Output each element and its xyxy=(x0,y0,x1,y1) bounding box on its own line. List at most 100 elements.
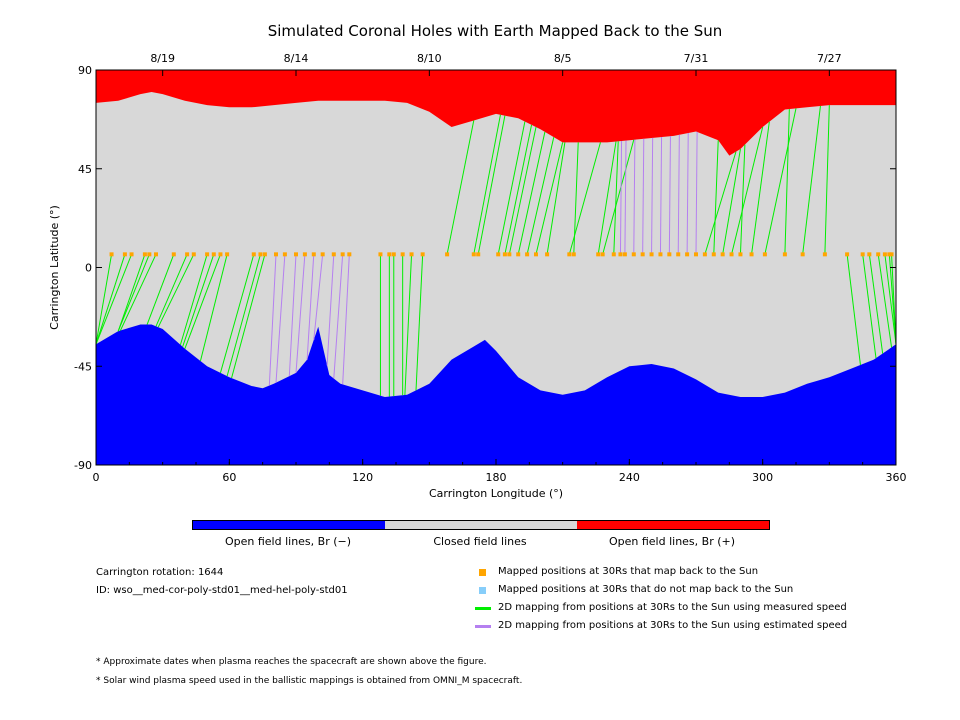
mapping-line xyxy=(333,254,344,379)
mapping-line xyxy=(722,148,741,255)
mapped-point xyxy=(302,252,307,257)
x-tick-label: 120 xyxy=(352,471,373,484)
colorbar-label-closed: Closed field lines xyxy=(433,535,527,548)
mapping-line xyxy=(95,254,133,345)
date-tick-label: 7/31 xyxy=(684,52,709,65)
mapping-line xyxy=(526,137,555,255)
y-tick-label: -90 xyxy=(74,459,92,472)
mapped-point xyxy=(311,252,316,257)
mapping-line xyxy=(226,254,261,377)
y-tick-label: -45 xyxy=(74,360,92,373)
mapped-point xyxy=(749,252,754,257)
mapped-point xyxy=(762,252,767,257)
mapped-point xyxy=(331,252,336,257)
date-tick-label: 8/10 xyxy=(417,52,442,65)
mapping-line xyxy=(95,254,126,345)
mapped-point xyxy=(622,252,627,257)
mapped-point xyxy=(320,252,325,257)
x-tick-label: 360 xyxy=(886,471,907,484)
colorbar-label-negative: Open field lines, Br (−) xyxy=(224,535,352,548)
mapping-line xyxy=(704,151,737,255)
mapping-line xyxy=(199,254,228,362)
mapping-line xyxy=(613,141,619,255)
mapping-line xyxy=(713,140,719,255)
mapped-point xyxy=(211,252,216,257)
mapping-line xyxy=(155,254,188,327)
mapped-point xyxy=(502,252,507,257)
mapping-line xyxy=(184,254,221,349)
mapped-point xyxy=(122,252,127,257)
mapping-line xyxy=(182,254,215,347)
mapped-point xyxy=(251,252,256,257)
mapped-point xyxy=(205,252,210,257)
mapped-point xyxy=(867,252,872,257)
mapping-line xyxy=(473,114,501,255)
mapping-line xyxy=(884,254,897,345)
mapped-point xyxy=(476,252,481,257)
mapped-point xyxy=(391,252,396,257)
mapped-point xyxy=(507,252,512,257)
y-tick-label: 0 xyxy=(85,262,92,275)
mapping-line xyxy=(802,105,821,255)
x-tick-label: 240 xyxy=(619,471,640,484)
x-tick-label: 180 xyxy=(486,471,507,484)
mapping-line xyxy=(219,254,255,373)
colorbar-closed xyxy=(385,521,577,529)
mapped-point xyxy=(274,252,278,257)
mapping-line xyxy=(546,142,566,255)
mapped-point xyxy=(631,252,636,257)
mapping-line xyxy=(535,142,564,255)
y-tick-label: 45 xyxy=(78,163,92,176)
legend-swatch-unmapped xyxy=(479,587,486,594)
mapping-line xyxy=(313,254,324,340)
mapping-line xyxy=(686,132,689,255)
mapped-point xyxy=(738,252,743,257)
mapped-point xyxy=(658,252,663,257)
mapping-line xyxy=(157,254,195,328)
mapping-line xyxy=(784,109,790,255)
mapping-line xyxy=(295,254,306,373)
mapping-line xyxy=(306,254,315,360)
colorbar xyxy=(192,520,770,530)
mapping-line xyxy=(508,126,537,255)
mapping-line xyxy=(231,254,266,379)
mapping-line xyxy=(739,144,746,255)
mapped-point xyxy=(545,252,550,257)
mapped-point xyxy=(729,252,734,257)
mapping-line xyxy=(862,254,877,359)
mapping-line xyxy=(891,254,897,345)
mapped-point xyxy=(294,252,298,257)
mapped-point xyxy=(685,252,690,257)
mapping-line xyxy=(602,139,635,255)
mapping-line xyxy=(117,254,150,332)
y-axis-label: Carrington Latitude (°) xyxy=(48,205,61,330)
open-positive-region xyxy=(96,70,896,156)
note-speed: * Solar wind plasma speed used in the ba… xyxy=(96,676,523,686)
mapped-point xyxy=(702,252,707,257)
mapped-point xyxy=(822,252,827,257)
mapped-point xyxy=(109,252,114,257)
mapping-line xyxy=(751,121,770,255)
mapped-point xyxy=(191,252,196,257)
mapped-point xyxy=(516,252,521,257)
mapped-point xyxy=(600,252,605,257)
mapped-point xyxy=(571,252,576,257)
mapped-point xyxy=(876,252,881,257)
mapped-point xyxy=(400,252,405,257)
mapping-line xyxy=(659,137,663,255)
mapping-line xyxy=(119,254,157,331)
mapping-line xyxy=(824,105,830,255)
legend-unmapped: Mapped positions at 30Rs that do not map… xyxy=(498,584,794,595)
mapping-line xyxy=(146,254,175,325)
legend-swatch-estimated xyxy=(475,625,491,628)
date-tick-label: 7/27 xyxy=(817,52,842,65)
mapping-line xyxy=(597,141,617,255)
mapping-line xyxy=(415,254,424,391)
mapping-line xyxy=(497,121,526,255)
mapping-line xyxy=(404,254,413,396)
mapping-line xyxy=(695,131,698,255)
colorbar-open-negative xyxy=(193,521,385,529)
mapping-line xyxy=(326,254,335,366)
mapped-point xyxy=(800,252,805,257)
